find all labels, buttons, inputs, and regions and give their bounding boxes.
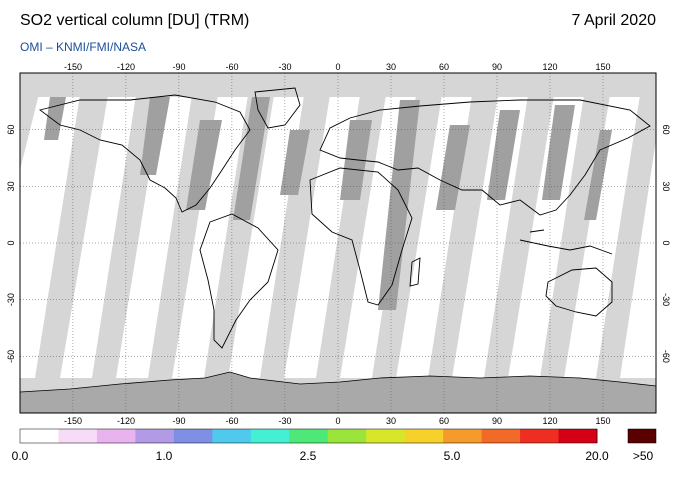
lon-tick-label: -90 bbox=[172, 416, 185, 426]
orbit-swaths bbox=[20, 73, 656, 413]
lon-tick-label: 60 bbox=[439, 416, 449, 426]
map-date: 7 April 2020 bbox=[571, 12, 656, 29]
lon-ticks-bottom: -150 -120 -90 -60 -30 0 30 60 90 120 150 bbox=[64, 416, 611, 426]
swath-gap bbox=[35, 95, 108, 378]
swath-overlap bbox=[280, 130, 310, 195]
lat-tick-label: 0 bbox=[661, 240, 671, 245]
colorbar-segment bbox=[212, 429, 252, 443]
lat-tick-label: 0 bbox=[6, 240, 16, 245]
colorbar-segment bbox=[443, 429, 483, 443]
europe-asia bbox=[319, 99, 651, 216]
colorbar-frame bbox=[19, 428, 598, 444]
colorbar-segment bbox=[58, 429, 98, 443]
lon-tick-label: 0 bbox=[335, 62, 340, 72]
coastlines bbox=[38, 87, 651, 349]
graticule bbox=[20, 73, 656, 413]
map-frame bbox=[19, 72, 657, 414]
lat-tick-label: -60 bbox=[661, 350, 671, 363]
swath-overlap bbox=[584, 130, 612, 220]
swath-overlap bbox=[233, 97, 270, 220]
swath-gap bbox=[540, 95, 610, 378]
swath-overlap bbox=[186, 120, 222, 210]
colorbar-segment bbox=[404, 429, 444, 443]
lat-tick-label: 60 bbox=[661, 125, 671, 135]
swath-overlap bbox=[140, 97, 170, 175]
lon-tick-label: 30 bbox=[386, 62, 396, 72]
lat-ticks-right: 60 30 0 -30 -60 bbox=[661, 125, 671, 363]
lat-tick-label: 30 bbox=[6, 181, 16, 191]
lon-tick-label: -150 bbox=[64, 416, 82, 426]
lon-tick-label: -30 bbox=[278, 416, 291, 426]
colorbar-segment bbox=[481, 429, 521, 443]
colorbar-segment bbox=[20, 429, 59, 443]
colorbar-segment bbox=[520, 429, 560, 443]
swath-gap bbox=[316, 95, 386, 378]
lat-tick-label: -60 bbox=[6, 350, 16, 363]
lon-tick-label: -90 bbox=[172, 62, 185, 72]
colorbar-segment bbox=[327, 429, 367, 443]
colorbar-segment bbox=[250, 429, 290, 443]
colorbar-label: 2.5 bbox=[299, 449, 317, 463]
swath-gap bbox=[20, 90, 40, 170]
swath-overlap bbox=[378, 100, 420, 310]
lon-tick-label: -60 bbox=[225, 62, 238, 72]
colorbar-label: 0.0 bbox=[11, 449, 29, 463]
swath-gap bbox=[596, 95, 656, 378]
lon-tick-label: 120 bbox=[542, 416, 557, 426]
lon-tick-label: 60 bbox=[439, 62, 449, 72]
map-title: SO2 vertical column [DU] (TRM) bbox=[20, 12, 250, 29]
australia bbox=[545, 267, 613, 317]
lon-tick-label: 120 bbox=[542, 62, 557, 72]
colorbar-segment bbox=[173, 429, 213, 443]
lat-tick-label: 60 bbox=[6, 125, 16, 135]
swath-gap bbox=[484, 95, 554, 378]
swath-gap bbox=[260, 95, 330, 378]
lat-ticks-left: 60 30 0 -30 -60 bbox=[6, 125, 16, 363]
colorbar-label: 5.0 bbox=[443, 449, 461, 463]
lat-tick-label: -30 bbox=[6, 293, 16, 306]
north-america bbox=[38, 94, 251, 213]
lat-tick-label: 30 bbox=[661, 181, 671, 191]
lon-tick-label: 90 bbox=[492, 416, 502, 426]
colorbar-segment bbox=[289, 429, 329, 443]
lon-tick-label: 150 bbox=[595, 62, 610, 72]
swath-overlap bbox=[542, 105, 575, 200]
lon-tick-label: 150 bbox=[595, 416, 610, 426]
swath-overlap bbox=[436, 125, 470, 210]
madagascar bbox=[409, 257, 421, 287]
data-source: OMI – KNMI/FMI/NASA bbox=[20, 40, 147, 54]
lon-tick-label: -60 bbox=[225, 416, 238, 426]
indonesia bbox=[519, 229, 613, 255]
colorbar-overflow-label: >50 bbox=[632, 449, 654, 463]
lat-tick-label: -30 bbox=[661, 293, 671, 306]
colorbar bbox=[19, 428, 598, 444]
lon-tick-label: -120 bbox=[117, 416, 135, 426]
lon-tick-label: 0 bbox=[335, 416, 340, 426]
colorbar-label: 1.0 bbox=[155, 449, 173, 463]
colorbar-segment bbox=[558, 429, 598, 443]
lon-tick-label: -30 bbox=[278, 62, 291, 72]
lon-tick-label: 90 bbox=[492, 62, 502, 72]
colorbar-segment bbox=[96, 429, 136, 443]
africa bbox=[309, 167, 413, 306]
overflow-swatch bbox=[627, 428, 657, 444]
south-america bbox=[199, 213, 279, 349]
colorbar-label: 20.0 bbox=[585, 449, 609, 463]
swath-gap bbox=[428, 95, 498, 378]
swath-overlap bbox=[487, 110, 520, 200]
lon-tick-label: 30 bbox=[386, 416, 396, 426]
colorbar-segment bbox=[135, 429, 175, 443]
lon-tick-label: -150 bbox=[64, 62, 82, 72]
lon-tick-label: -120 bbox=[117, 62, 135, 72]
colorbar-segment bbox=[366, 429, 406, 443]
lon-ticks-top: -150 -120 -90 -60 -30 0 30 60 90 120 150 bbox=[64, 62, 611, 72]
